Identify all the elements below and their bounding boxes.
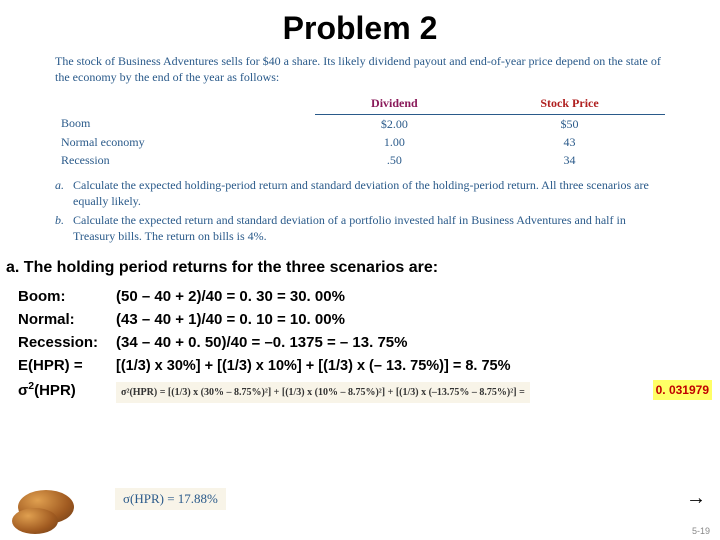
- problem-intro: The stock of Business Adventures sells f…: [55, 53, 665, 85]
- normal-calc: (43 – 40 + 1)/40 = 0. 10 = 10. 00%: [116, 308, 714, 331]
- boom-row: Boom: (50 – 40 + 2)/40 = 0. 30 = 30. 00%: [6, 285, 714, 308]
- table-header-stockprice: Stock Price: [474, 93, 665, 114]
- sigma2-result-highlight: 0. 031979: [653, 380, 712, 401]
- recession-label: Recession:: [6, 331, 116, 354]
- ehpr-row: E(HPR) = [(1/3) x 30%] + [(1/3) x 10%] +…: [6, 354, 714, 377]
- normal-label: Normal:: [6, 308, 116, 331]
- table-row: Recession .50 34: [55, 151, 665, 169]
- question-a-text: Calculate the expected holding-period re…: [73, 177, 665, 209]
- recession-row: Recession: (34 – 40 + 0. 50)/40 = –0. 13…: [6, 331, 714, 354]
- cell-price: 34: [474, 151, 665, 169]
- cell-scenario: Recession: [55, 151, 315, 169]
- scenario-table: Dividend Stock Price Boom $2.00 $50 Norm…: [55, 93, 665, 169]
- slide-number: 5-19: [692, 526, 710, 536]
- ehpr-calc: [(1/3) x 30%] + [(1/3) x 10%] + [(1/3) x…: [116, 355, 714, 377]
- decorative-stones-icon: [12, 490, 80, 534]
- boom-calc: (50 – 40 + 2)/40 = 0. 30 = 30. 00%: [116, 285, 714, 308]
- cell-scenario: Normal economy: [55, 133, 315, 151]
- sigma2-label: σ2(HPR): [6, 378, 116, 402]
- question-b-label: b.: [55, 212, 73, 244]
- next-arrow-icon: →: [686, 487, 706, 510]
- cell-dividend: .50: [315, 151, 474, 169]
- sigma2-row: σ2(HPR) σ²(HPR) = [(1/3) x (30% – 8.75%)…: [6, 378, 714, 404]
- ehpr-label: E(HPR) =: [6, 354, 116, 377]
- question-a-label: a.: [55, 177, 73, 209]
- sigma2-formula-image: σ²(HPR) = [(1/3) x (30% – 8.75%)²] + [(1…: [116, 382, 530, 404]
- question-b-text: Calculate the expected return and standa…: [73, 212, 665, 244]
- problem-statement: The stock of Business Adventures sells f…: [55, 53, 665, 244]
- cell-dividend: 1.00: [315, 133, 474, 151]
- table-row: Normal economy 1.00 43: [55, 133, 665, 151]
- slide-title: Problem 2: [0, 0, 720, 53]
- questions-block: a. Calculate the expected holding-period…: [55, 177, 665, 244]
- boom-label: Boom:: [6, 285, 116, 308]
- slide-footer: σ(HPR) = 17.88% → 5-19: [0, 478, 720, 540]
- normal-row: Normal: (43 – 40 + 1)/40 = 0. 10 = 10. 0…: [6, 308, 714, 331]
- table-row: Boom $2.00 $50: [55, 114, 665, 133]
- cell-price: 43: [474, 133, 665, 151]
- answer-heading: a. The holding period returns for the th…: [6, 256, 714, 281]
- cell-dividend: $2.00: [315, 114, 474, 133]
- cell-scenario: Boom: [55, 114, 315, 133]
- sigma-final-formula: σ(HPR) = 17.88%: [115, 488, 226, 510]
- cell-price: $50: [474, 114, 665, 133]
- table-header-blank: [55, 93, 315, 114]
- answer-section: a. The holding period returns for the th…: [6, 256, 714, 404]
- recession-calc: (34 – 40 + 0. 50)/40 = –0. 1375 = – 13. …: [116, 331, 714, 354]
- table-header-dividend: Dividend: [315, 93, 474, 114]
